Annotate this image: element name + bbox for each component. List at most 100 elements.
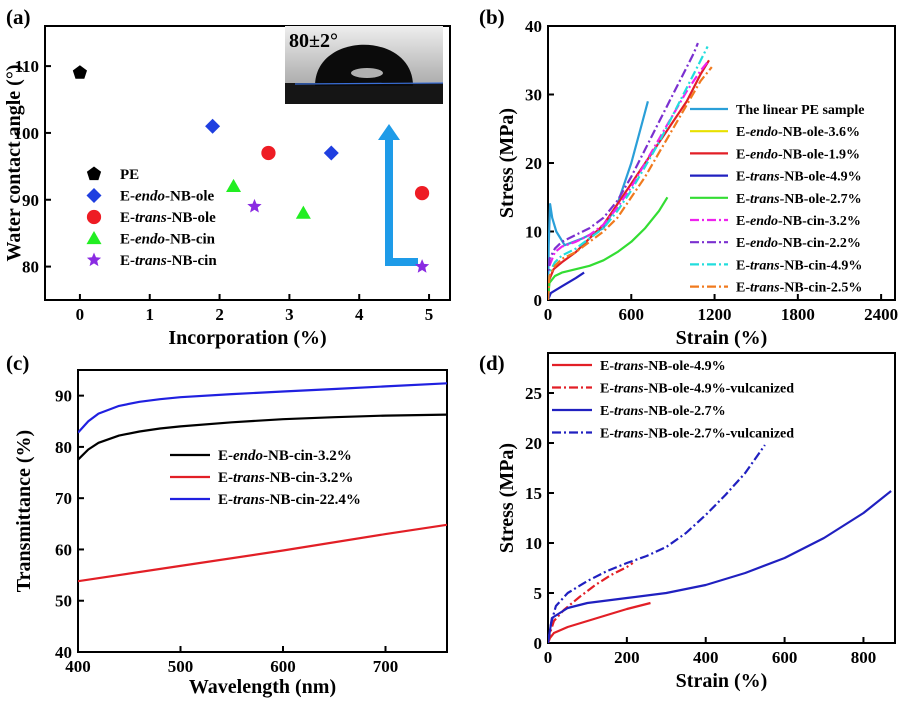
series-line-2: [548, 490, 892, 643]
legend-label: E-endo-NB-cin-3.2%: [736, 214, 861, 229]
legend-label: E-trans-NB-cin-3.2%: [218, 470, 353, 486]
plot-frame: [44, 25, 451, 301]
legend-label: E-trans-NB-cin-2.5%: [736, 281, 862, 296]
y-tick-label: 60: [55, 540, 72, 559]
legend-marker: [86, 166, 102, 181]
legend-marker: [86, 231, 102, 245]
panel-b: (b) 0 600 1200 1800 2400 0 10 20 30 40 Strain (%) St…: [479, 5, 898, 349]
y-axis-title: Water contact angle (°): [3, 64, 25, 261]
y-axis-title: Stress (MPa): [496, 108, 518, 218]
y-tick-label: 10: [525, 223, 542, 242]
panel-label: (a): [6, 5, 31, 29]
legend-label: E-trans-NB-ole-4.9%: [736, 170, 862, 185]
series-line-0: [548, 601, 651, 643]
data-point: [247, 198, 262, 213]
x-tick-label: 600: [270, 657, 296, 676]
data-point: [261, 145, 276, 161]
series-line-4: [548, 196, 669, 300]
inset-substrate: [285, 83, 443, 104]
x-tick-label: 0: [544, 305, 553, 324]
legend-label: E-trans-NB-ole-4.9%-vulcanized: [600, 382, 794, 397]
panel-label: (c): [6, 351, 29, 375]
y-tick-label: 100: [14, 124, 40, 143]
panel-label: (d): [479, 351, 505, 375]
x-axis-title: Incorporation (%): [168, 327, 326, 349]
data-point: [295, 205, 311, 219]
x-tick-label: 2400: [864, 305, 898, 324]
plot-frame: [547, 352, 896, 644]
legend-label: E-trans-NB-cin-4.9%: [736, 258, 862, 273]
data-point: [226, 178, 242, 193]
legend: E-endo-NB-cin-3.2% E-trans-NB-cin-3.2% E-t…: [170, 448, 361, 508]
panel-a: (a) 0 1 2 3 4 5 80 90 100 110 Incorporation (%) Wate…: [3, 5, 451, 349]
data-point: [205, 118, 221, 134]
series-line-2: [78, 382, 447, 434]
x-tick-label: 2: [215, 305, 224, 324]
x-tick-label: 600: [772, 648, 798, 667]
legend-label: E-trans-NB-ole-2.7%: [600, 404, 726, 419]
legend-label: E-trans-NB-ole: [120, 210, 216, 226]
y-tick-label: 30: [525, 86, 542, 105]
series-line-1: [78, 523, 447, 583]
data-point: [72, 65, 87, 79]
data-point: [323, 145, 339, 161]
y-tick-label: 20: [525, 154, 542, 173]
legend-label: The linear PE sample: [736, 103, 864, 118]
x-tick-label: 1200: [698, 305, 732, 324]
data-point: [414, 185, 430, 201]
y-tick-label: 50: [55, 592, 72, 611]
y-tick-label: 80: [22, 258, 39, 277]
x-tick-label: 500: [168, 657, 194, 676]
legend-label: E-endo-NB-cin-2.2%: [736, 236, 861, 251]
series-line-6: [548, 42, 699, 300]
x-tick-label: 800: [851, 648, 877, 667]
x-tick-label: 0: [76, 305, 85, 324]
y-axis-title: Stress (MPa): [496, 443, 518, 553]
series-line-3: [548, 271, 585, 300]
water-droplet-icon: [315, 44, 413, 86]
panel-c: (c) 400 500 600 700 40 50 60 70 80 90 Wavelength (n…: [6, 351, 448, 698]
x-tick-label: 400: [693, 648, 719, 667]
contact-angle-inset: 80±2°: [285, 26, 444, 104]
data-point: [414, 259, 430, 273]
legend-label: E-endo-NB-ole: [120, 189, 214, 205]
x-tick-label: 0: [544, 648, 553, 667]
x-tick-label: 3: [285, 305, 294, 324]
legend-label: PE: [120, 167, 139, 183]
series-line-0: [78, 413, 447, 461]
plot-frame: [77, 369, 448, 653]
y-tick-label: 40: [55, 643, 72, 662]
contact-angle-label: 80±2°: [289, 30, 338, 52]
x-axis-title: Strain (%): [676, 670, 768, 692]
y-tick-label: 25: [525, 384, 542, 403]
x-tick-label: 400: [65, 657, 91, 676]
x-tick-label: 700: [373, 657, 399, 676]
legend-label: E-trans-NB-ole-2.7%: [736, 192, 862, 207]
legend-label: E-trans-NB-cin: [120, 253, 217, 269]
legend-label: E-endo-NB-ole-3.6%: [736, 125, 860, 140]
legend-label: E-endo-NB-ole-1.9%: [736, 147, 860, 162]
series-line-7: [548, 46, 709, 300]
y-tick-label: 80: [55, 438, 72, 457]
legend-label: E-trans-NB-cin-22.4%: [218, 492, 361, 508]
y-axis-title: Transmittance (%): [13, 430, 35, 592]
x-tick-label: 200: [614, 648, 640, 667]
legend-label: E-trans-NB-ole-2.7%-vulcanized: [600, 427, 794, 442]
baseline-line: [294, 82, 444, 85]
x-tick-label: 5: [425, 305, 434, 324]
x-axis-title: Strain (%): [676, 327, 768, 349]
series-line-5: [548, 59, 710, 300]
y-tick-label: 90: [55, 387, 72, 406]
y-tick-label: 5: [534, 584, 543, 603]
y-tick-label: 20: [525, 434, 542, 453]
droplet-highlight: [351, 68, 383, 78]
y-tick-label: 15: [525, 484, 542, 503]
legend-label: E-endo-NB-cin: [120, 232, 216, 248]
legend: The linear PE sample E-endo-NB-ole-3.6% E-…: [690, 103, 864, 296]
y-tick-label: 0: [534, 634, 543, 653]
panel-d: (d) 0 200 400 600 800 0 5 10 15 20 25 Strain (%) Stre…: [479, 351, 896, 692]
legend-label: E-trans-NB-ole-4.9%: [600, 359, 726, 374]
series-line-2: [548, 59, 710, 300]
legend-marker: [86, 188, 102, 203]
